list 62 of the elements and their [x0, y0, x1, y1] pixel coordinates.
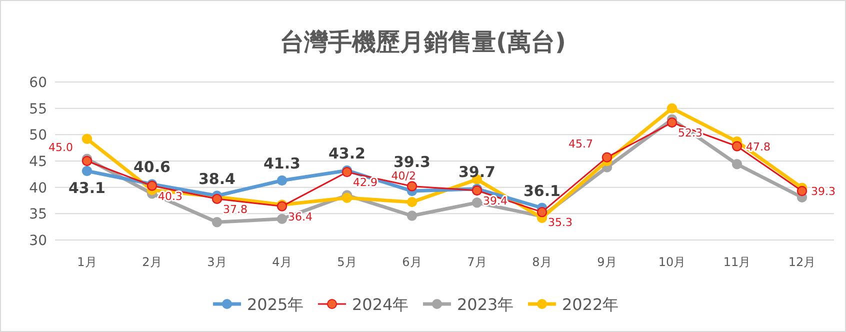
y-tick-label: 30: [29, 233, 47, 249]
x-tick-label: 9月: [597, 255, 617, 269]
point: [212, 216, 222, 228]
x-tick-label: 8月: [532, 255, 552, 269]
data-label: 45.7: [568, 137, 593, 150]
point: [342, 192, 352, 203]
data-label: 42.9: [353, 176, 378, 190]
x-tick-label: 12月: [788, 255, 816, 269]
data-label: 40/2: [391, 169, 416, 182]
legend-label: 2025年: [247, 295, 304, 314]
point: [212, 194, 222, 204]
y-tick-label: 55: [29, 101, 47, 118]
y-tick-label: 35: [29, 206, 47, 223]
point: [602, 152, 612, 162]
chart-title: 台灣手機歷月銷售量(萬台): [280, 28, 566, 56]
x-tick-label: 1月: [77, 255, 97, 269]
y-tick-label: 40: [29, 180, 47, 196]
x-tick-label: 5月: [337, 255, 357, 269]
x-tick-label: 7月: [467, 255, 487, 269]
data-label: 43.1: [68, 179, 106, 198]
data-label: 45.0: [48, 141, 73, 154]
data-label: 38.4: [198, 170, 236, 188]
data-label: 43.2: [328, 144, 366, 162]
point: [406, 196, 418, 208]
y-tick-label: 60: [29, 75, 47, 91]
point: [536, 206, 548, 218]
point: [276, 214, 288, 224]
data-label: 39.3: [393, 153, 431, 172]
data-label: 39.3: [811, 185, 836, 198]
point: [82, 134, 92, 144]
x-tick-label: 10月: [658, 255, 686, 269]
point: [732, 141, 742, 152]
x-tick-label: 4月: [272, 255, 292, 269]
data-label: 36.4: [288, 210, 312, 224]
point: [406, 181, 418, 192]
point: [82, 156, 92, 166]
data-label: 47.8: [746, 140, 770, 154]
y-tick-label: 50: [29, 128, 47, 144]
data-label: 39.4: [483, 194, 508, 208]
x-tick-label: 6月: [402, 255, 422, 269]
point: [276, 175, 288, 186]
legend-label: 2022年: [562, 295, 619, 314]
point: [666, 117, 678, 128]
legend-label: 2024年: [352, 295, 409, 314]
data-label: 40.6: [133, 158, 171, 176]
x-tick-label: 11月: [723, 255, 751, 269]
legend-label: 2023年: [457, 295, 514, 314]
data-label: 40.3: [158, 190, 182, 203]
data-label: 36.1: [523, 182, 561, 200]
point: [472, 198, 482, 208]
data-label: 35.3: [548, 216, 572, 230]
data-label: 37.8: [223, 202, 248, 216]
x-tick-label: 3月: [207, 255, 227, 269]
point: [82, 166, 92, 176]
point: [732, 159, 742, 170]
point: [406, 210, 418, 221]
point: [796, 186, 808, 196]
point: [666, 103, 678, 114]
y-tick-label: 45: [29, 154, 47, 170]
x-tick-label: 2月: [142, 255, 162, 269]
data-label: 39.7: [458, 162, 496, 181]
data-label: 41.3: [263, 154, 301, 172]
